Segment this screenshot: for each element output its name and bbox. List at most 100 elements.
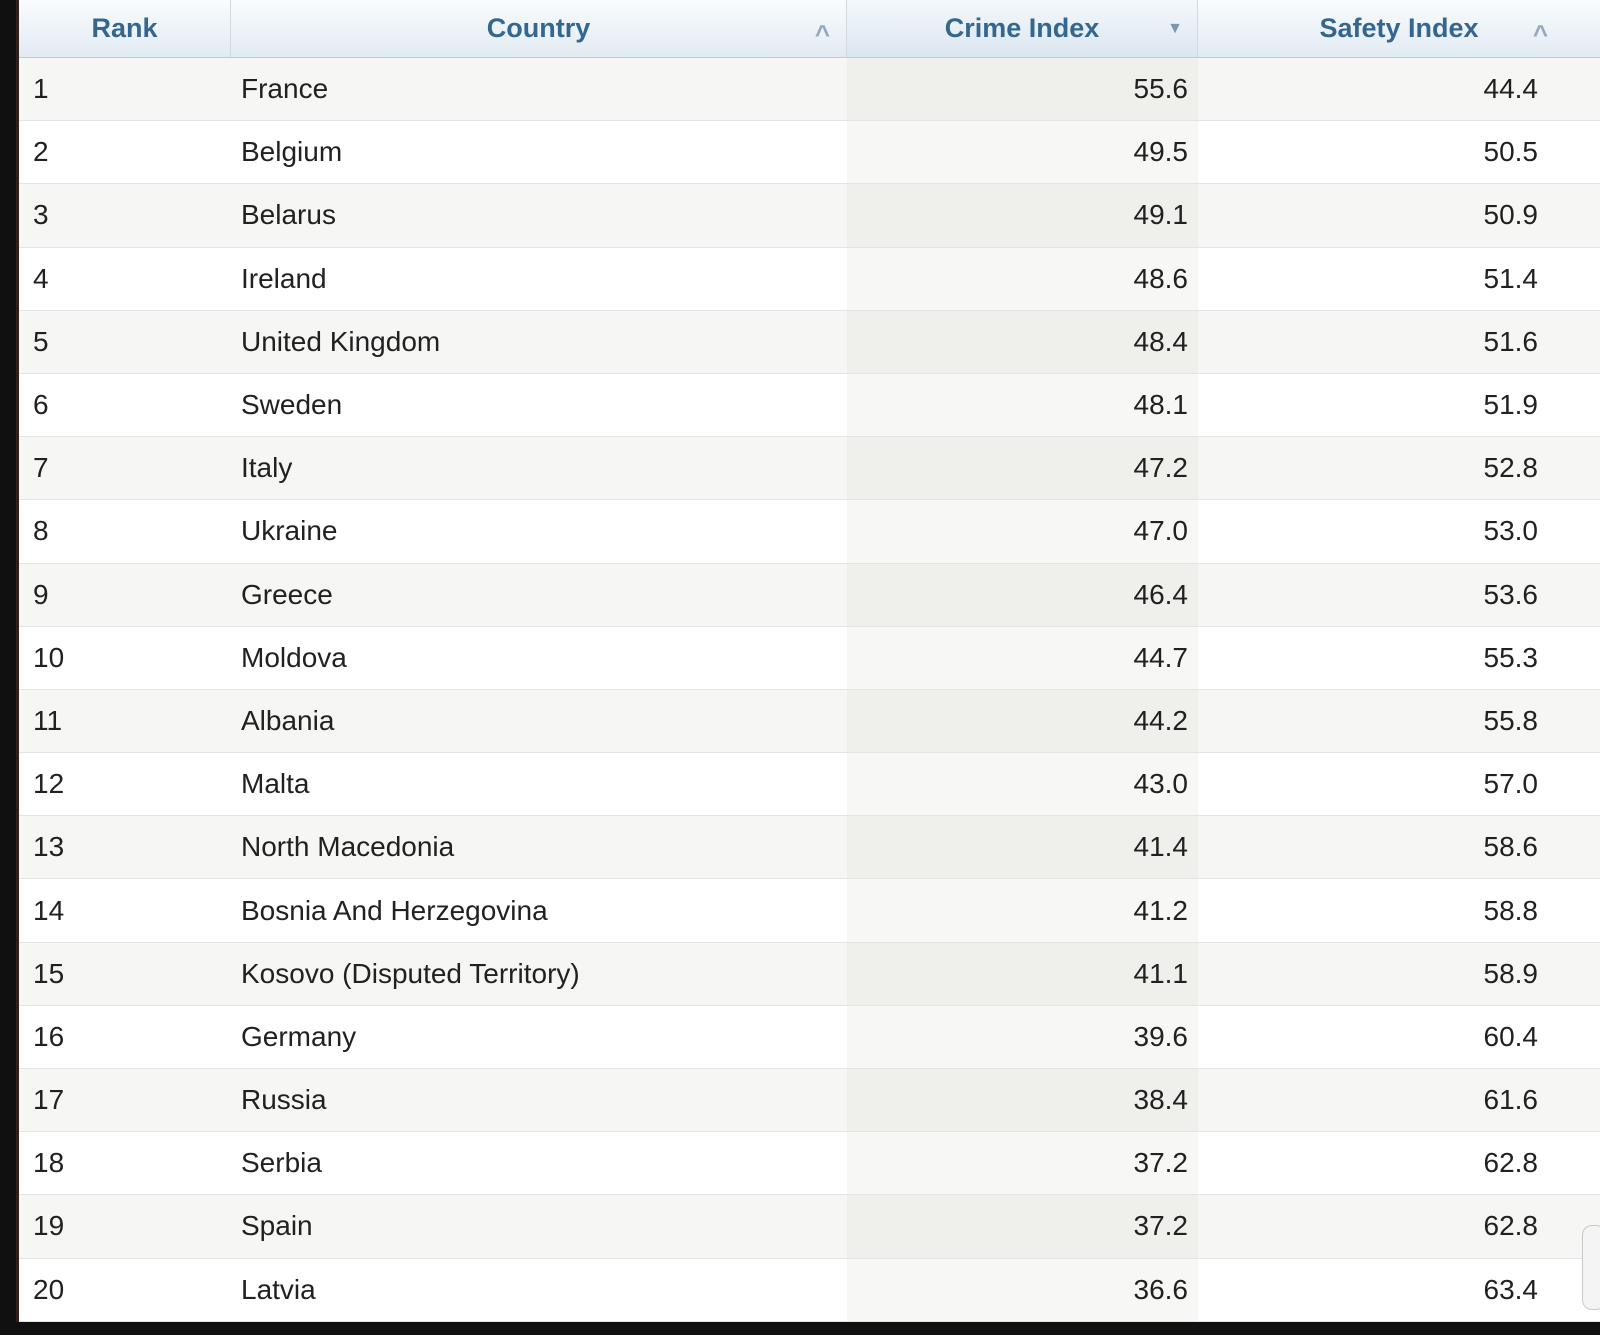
column-header-safety-index[interactable]: Safety Index ^	[1198, 0, 1600, 57]
crime-index-cell: 43.0	[847, 753, 1198, 816]
safety-index-cell: 51.6	[1483, 325, 1539, 357]
table-row: 11 Albania 44.2 55.8	[19, 689, 1600, 754]
country-cell: Latvia	[241, 1273, 316, 1305]
table-row: 19 Spain 37.2 62.8	[19, 1195, 1600, 1259]
table-row: 14 Bosnia And Herzegovina 41.2 58.8	[19, 879, 1600, 943]
crime-index-cell: 41.4	[847, 816, 1198, 879]
country-cell: North Macedonia	[241, 831, 455, 863]
crime-index-cell: 48.1	[847, 373, 1198, 437]
crime-index-cell: 48.6	[847, 247, 1198, 310]
crime-index-cell: 39.6	[847, 1005, 1198, 1068]
column-header-crime-index-label: Crime Index	[944, 13, 1100, 43]
safety-index-cell: 61.6	[1483, 1084, 1539, 1116]
country-cell: Ukraine	[241, 515, 338, 547]
safety-index-cell: 63.4	[1483, 1273, 1539, 1305]
country-cell: Bosnia And Herzegovina	[241, 894, 548, 926]
rank-cell: 7	[33, 452, 49, 484]
safety-index-cell: 50.9	[1483, 199, 1539, 231]
sort-desc-icon: ▼	[1167, 19, 1183, 37]
country-cell: Sweden	[241, 389, 343, 421]
crime-index-cell: 37.2	[847, 1132, 1198, 1195]
safety-index-cell: 58.6	[1483, 831, 1539, 863]
safety-index-cell: 58.8	[1483, 894, 1539, 926]
rank-cell: 6	[33, 389, 49, 421]
country-cell: Kosovo (Disputed Territory)	[241, 957, 580, 989]
column-header-rank[interactable]: Rank	[19, 0, 231, 57]
column-header-crime-index[interactable]: Crime Index ▼	[847, 0, 1198, 57]
country-cell: Belarus	[241, 199, 336, 231]
rank-cell: 13	[33, 831, 65, 863]
table-row: 8 Ukraine 47.0 53.0	[19, 500, 1600, 564]
rank-cell: 20	[33, 1273, 65, 1305]
rank-cell: 18	[33, 1147, 65, 1179]
table-row: 15 Kosovo (Disputed Territory) 41.1 58.9	[19, 942, 1600, 1006]
safety-index-cell: 62.8	[1483, 1147, 1539, 1179]
safety-index-cell: 51.4	[1483, 262, 1539, 294]
column-header-rank-label: Rank	[91, 13, 158, 43]
safety-index-cell: 52.8	[1483, 452, 1539, 484]
rank-cell: 19	[33, 1210, 65, 1242]
crime-index-cell: 49.5	[847, 121, 1198, 184]
safety-index-cell: 51.9	[1483, 389, 1539, 421]
rank-cell: 8	[33, 515, 49, 547]
table-row: 12 Malta 43.0 57.0	[19, 753, 1600, 817]
table-row: 7 Italy 47.2 52.8	[19, 437, 1600, 501]
rank-cell: 16	[33, 1020, 65, 1052]
country-cell: Germany	[241, 1020, 357, 1052]
country-cell: United Kingdom	[241, 325, 441, 357]
safety-index-cell: 62.8	[1483, 1210, 1539, 1242]
column-header-safety-index-label: Safety Index	[1319, 13, 1479, 43]
country-cell: Moldova	[241, 641, 347, 673]
country-cell: Greece	[241, 578, 333, 610]
table-row: 6 Sweden 48.1 51.9	[19, 373, 1600, 438]
rank-cell: 3	[33, 199, 49, 231]
rank-cell: 14	[33, 894, 65, 926]
safety-index-cell: 53.0	[1483, 515, 1539, 547]
safety-index-cell: 55.8	[1483, 704, 1539, 736]
crime-index-cell: 36.6	[847, 1258, 1198, 1321]
crime-index-cell: 47.2	[847, 437, 1198, 500]
rank-cell: 10	[33, 641, 65, 673]
table-row: 16 Germany 39.6 60.4	[19, 1005, 1600, 1069]
safety-index-cell: 44.4	[1483, 73, 1539, 105]
crime-index-cell: 37.2	[847, 1195, 1198, 1258]
table-row: 18 Serbia 37.2 62.8	[19, 1132, 1600, 1196]
column-header-country[interactable]: Country ^	[231, 0, 847, 57]
crime-index-cell: 49.1	[847, 184, 1198, 247]
rank-cell: 12	[33, 768, 65, 800]
vertical-scrollbar-thumb[interactable]	[1582, 1225, 1600, 1310]
crime-index-cell: 41.1	[847, 942, 1198, 1005]
crime-index-cell: 44.7	[847, 626, 1198, 689]
crime-index-table: Rank Country ^ Crime Index ▼ Safety Inde…	[16, 0, 1600, 1322]
table-row: 10 Moldova 44.7 55.3	[19, 626, 1600, 690]
crime-index-cell: 44.2	[847, 689, 1198, 753]
crime-index-cell: 41.2	[847, 879, 1198, 942]
table-row: 17 Russia 38.4 61.6	[19, 1069, 1600, 1133]
crime-index-cell: 38.4	[847, 1069, 1198, 1132]
rank-cell: 17	[33, 1084, 65, 1116]
country-cell: Ireland	[241, 262, 327, 294]
safety-index-cell: 53.6	[1483, 578, 1539, 610]
rank-cell: 15	[33, 957, 65, 989]
country-cell: Belgium	[241, 136, 343, 168]
crime-index-cell: 47.0	[847, 500, 1198, 563]
column-header-country-label: Country	[486, 13, 591, 43]
sort-asc-icon: ^	[814, 18, 830, 49]
table-row: 2 Belgium 49.5 50.5	[19, 121, 1600, 185]
rank-cell: 9	[33, 578, 49, 610]
table-row: 3 Belarus 49.1 50.9	[19, 184, 1600, 248]
country-cell: Italy	[241, 452, 293, 484]
safety-index-cell: 58.9	[1483, 957, 1539, 989]
country-cell: Serbia	[241, 1147, 322, 1179]
country-cell: France	[241, 73, 329, 105]
safety-index-cell: 50.5	[1483, 136, 1539, 168]
rank-cell: 4	[33, 262, 49, 294]
table-row: 5 United Kingdom 48.4 51.6	[19, 310, 1600, 374]
rank-cell: 1	[33, 73, 49, 105]
rank-cell: 5	[33, 325, 49, 357]
table-row: 1 France 55.6 44.4	[19, 58, 1600, 122]
country-cell: Spain	[241, 1210, 313, 1242]
table-row: 20 Latvia 36.6 63.4	[19, 1258, 1600, 1322]
sort-asc-icon: ^	[1532, 18, 1548, 49]
rank-cell: 2	[33, 136, 49, 168]
